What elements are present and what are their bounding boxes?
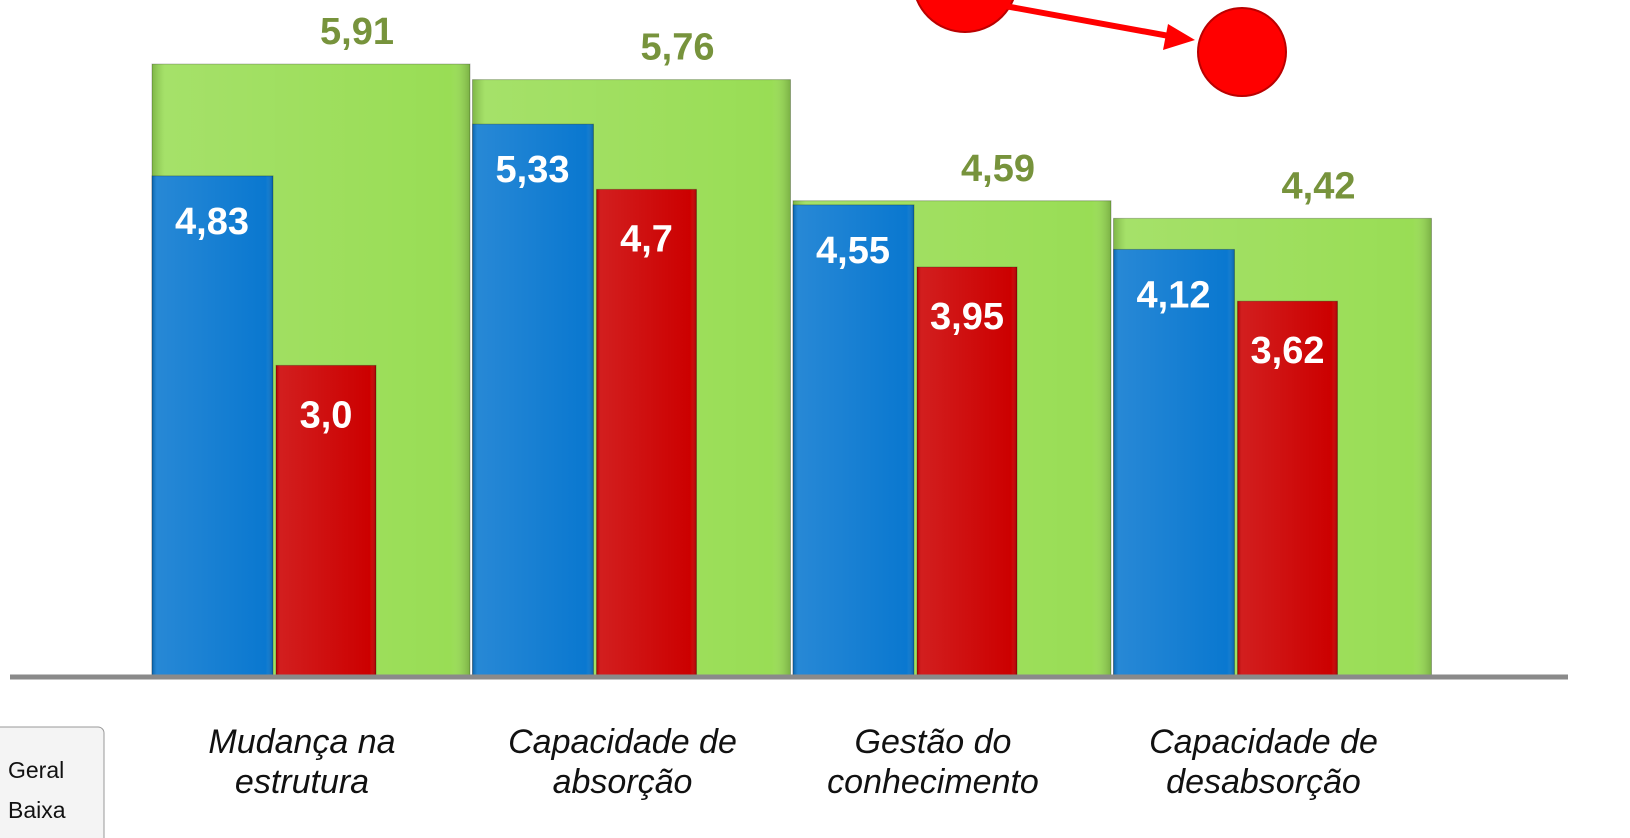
legend-entry: Geral <box>8 757 64 783</box>
x-tick-label: Gestão do conhecimento <box>827 723 1039 801</box>
x-tick-label: Mudança na estrutura <box>208 723 396 801</box>
x-tick-label: Capacidade de desabsorção <box>1149 723 1378 801</box>
bar-shade <box>917 267 1017 676</box>
bar-shade <box>152 175 273 676</box>
value-label: 5,33 <box>496 149 570 191</box>
value-label: 3,62 <box>1251 330 1325 372</box>
decoration <box>915 0 1287 97</box>
value-label: 5,76 <box>641 27 715 69</box>
bar-shade <box>1113 249 1235 676</box>
value-label: 4,42 <box>1282 165 1356 207</box>
value-label: 4,55 <box>816 230 890 272</box>
value-label: 4,83 <box>175 201 249 243</box>
bar-shade <box>472 124 594 676</box>
value-label: 4,7 <box>620 218 673 260</box>
bar-shade <box>596 189 697 676</box>
value-label: 4,59 <box>961 148 1035 190</box>
bar-shade <box>793 204 914 676</box>
value-label: 4,12 <box>1137 274 1211 316</box>
value-label: 3,0 <box>300 394 353 436</box>
bar-shade <box>276 365 376 676</box>
x-tick-label: Capacidade de absorção <box>508 723 737 801</box>
bar-shade <box>1237 301 1338 676</box>
legend: Geral Baixa <box>0 726 105 838</box>
value-label: 3,95 <box>930 296 1004 338</box>
legend-entry: Baixa <box>8 797 66 823</box>
value-label: 5,91 <box>320 11 394 53</box>
